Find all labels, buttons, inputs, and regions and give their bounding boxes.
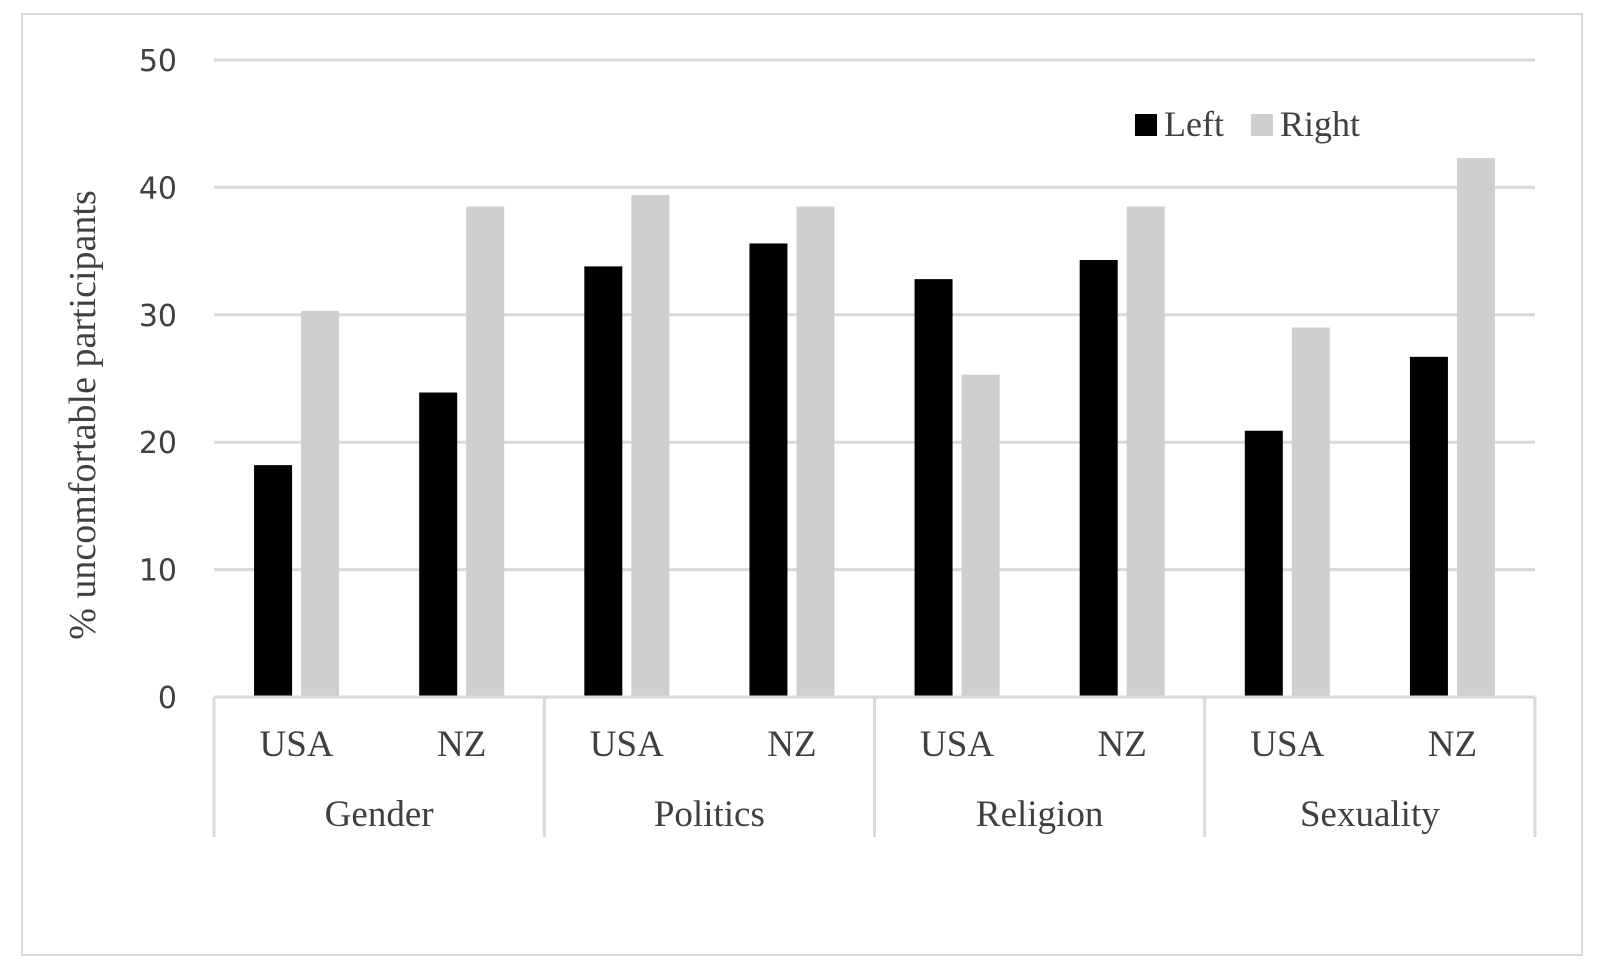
bar-right [631, 195, 670, 697]
bar-right [301, 310, 340, 697]
bar-left [419, 392, 458, 697]
bar-right [466, 206, 505, 697]
group-label: Religion [976, 794, 1103, 835]
bar-left [584, 266, 623, 697]
group-label: Politics [654, 794, 765, 835]
bar-left [749, 243, 788, 697]
legend-swatch-left [1135, 114, 1157, 136]
y-tick-label: 0 [158, 681, 177, 716]
category-label: NZ [1428, 724, 1477, 765]
bar-right [1291, 327, 1330, 697]
legend: Left Right [1135, 104, 1360, 144]
bar-right [1126, 206, 1165, 697]
bar-right [961, 374, 1000, 697]
category-label: NZ [437, 724, 486, 765]
category-label: NZ [767, 724, 816, 765]
legend-label-left: Left [1164, 104, 1224, 144]
bars [254, 158, 1495, 697]
y-tick-label: 10 [139, 554, 177, 589]
category-label: USA [260, 724, 334, 765]
bar-left [254, 465, 293, 697]
y-tick-label: 30 [139, 299, 177, 334]
y-tick-label: 40 [139, 171, 177, 206]
category-label: NZ [1098, 724, 1147, 765]
bar-left [1079, 260, 1118, 697]
category-label: USA [1250, 724, 1324, 765]
y-tick-label: 50 [139, 44, 177, 79]
bar-left [1409, 356, 1448, 697]
bar-left [1244, 430, 1283, 697]
group-label: Gender [325, 794, 434, 835]
y-axis-title: % uncomfortable participants [62, 190, 104, 640]
y-tick-label: 20 [139, 426, 177, 461]
legend-swatch-right [1251, 114, 1273, 136]
legend-label-right: Right [1280, 104, 1360, 144]
category-label: USA [590, 724, 664, 765]
bar-right [796, 206, 835, 697]
bar-left [914, 279, 953, 697]
bar-right [1456, 158, 1495, 697]
group-label: Sexuality [1300, 794, 1440, 835]
axes [212, 695, 1537, 837]
category-label: USA [920, 724, 994, 765]
